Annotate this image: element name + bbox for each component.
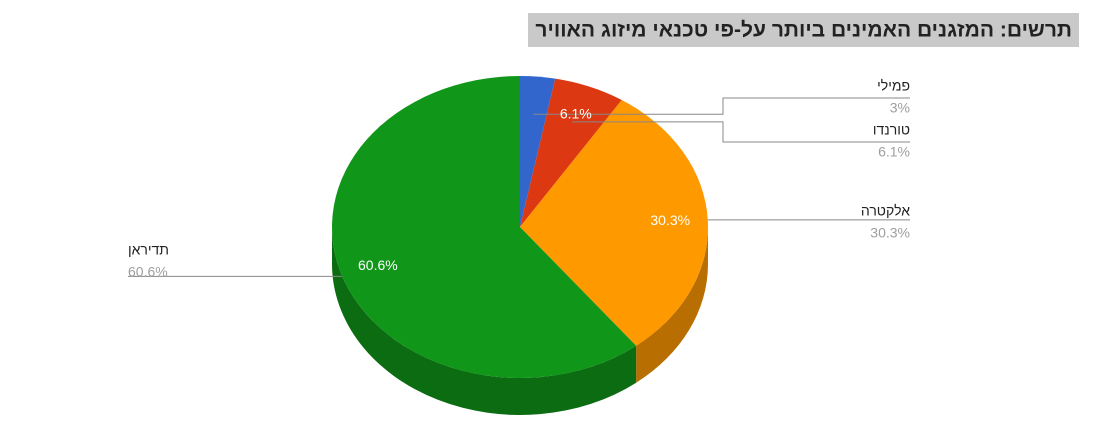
- pie-slice: [332, 76, 637, 378]
- legend-label: טורנדו: [873, 122, 910, 138]
- legend-label: תדיראן: [128, 242, 169, 258]
- pie-slice-side: [332, 227, 637, 415]
- pie-slice-side: [636, 227, 708, 383]
- title-background: [528, 13, 1079, 47]
- slice-label: 6.1%: [560, 106, 592, 122]
- legend-value: 3%: [890, 100, 910, 116]
- legend-value: 60.6%: [128, 264, 168, 280]
- leader-line: [572, 121, 910, 143]
- legend-label: פמילי: [877, 78, 910, 94]
- chart-title: תרשים: המזגנים האמינים ביותר על-פי טכנאי…: [535, 19, 1072, 42]
- slice-label: 60.6%: [358, 257, 398, 273]
- legend-value: 30.3%: [870, 225, 910, 241]
- leader-line: [533, 97, 910, 115]
- legend-value: 6.1%: [878, 144, 910, 160]
- legend-label: אלקטרה: [861, 203, 910, 219]
- pie-slice: [520, 76, 556, 227]
- pie-slice: [520, 100, 709, 346]
- slice-label: 30.3%: [650, 212, 690, 228]
- pie-slice: [520, 78, 622, 227]
